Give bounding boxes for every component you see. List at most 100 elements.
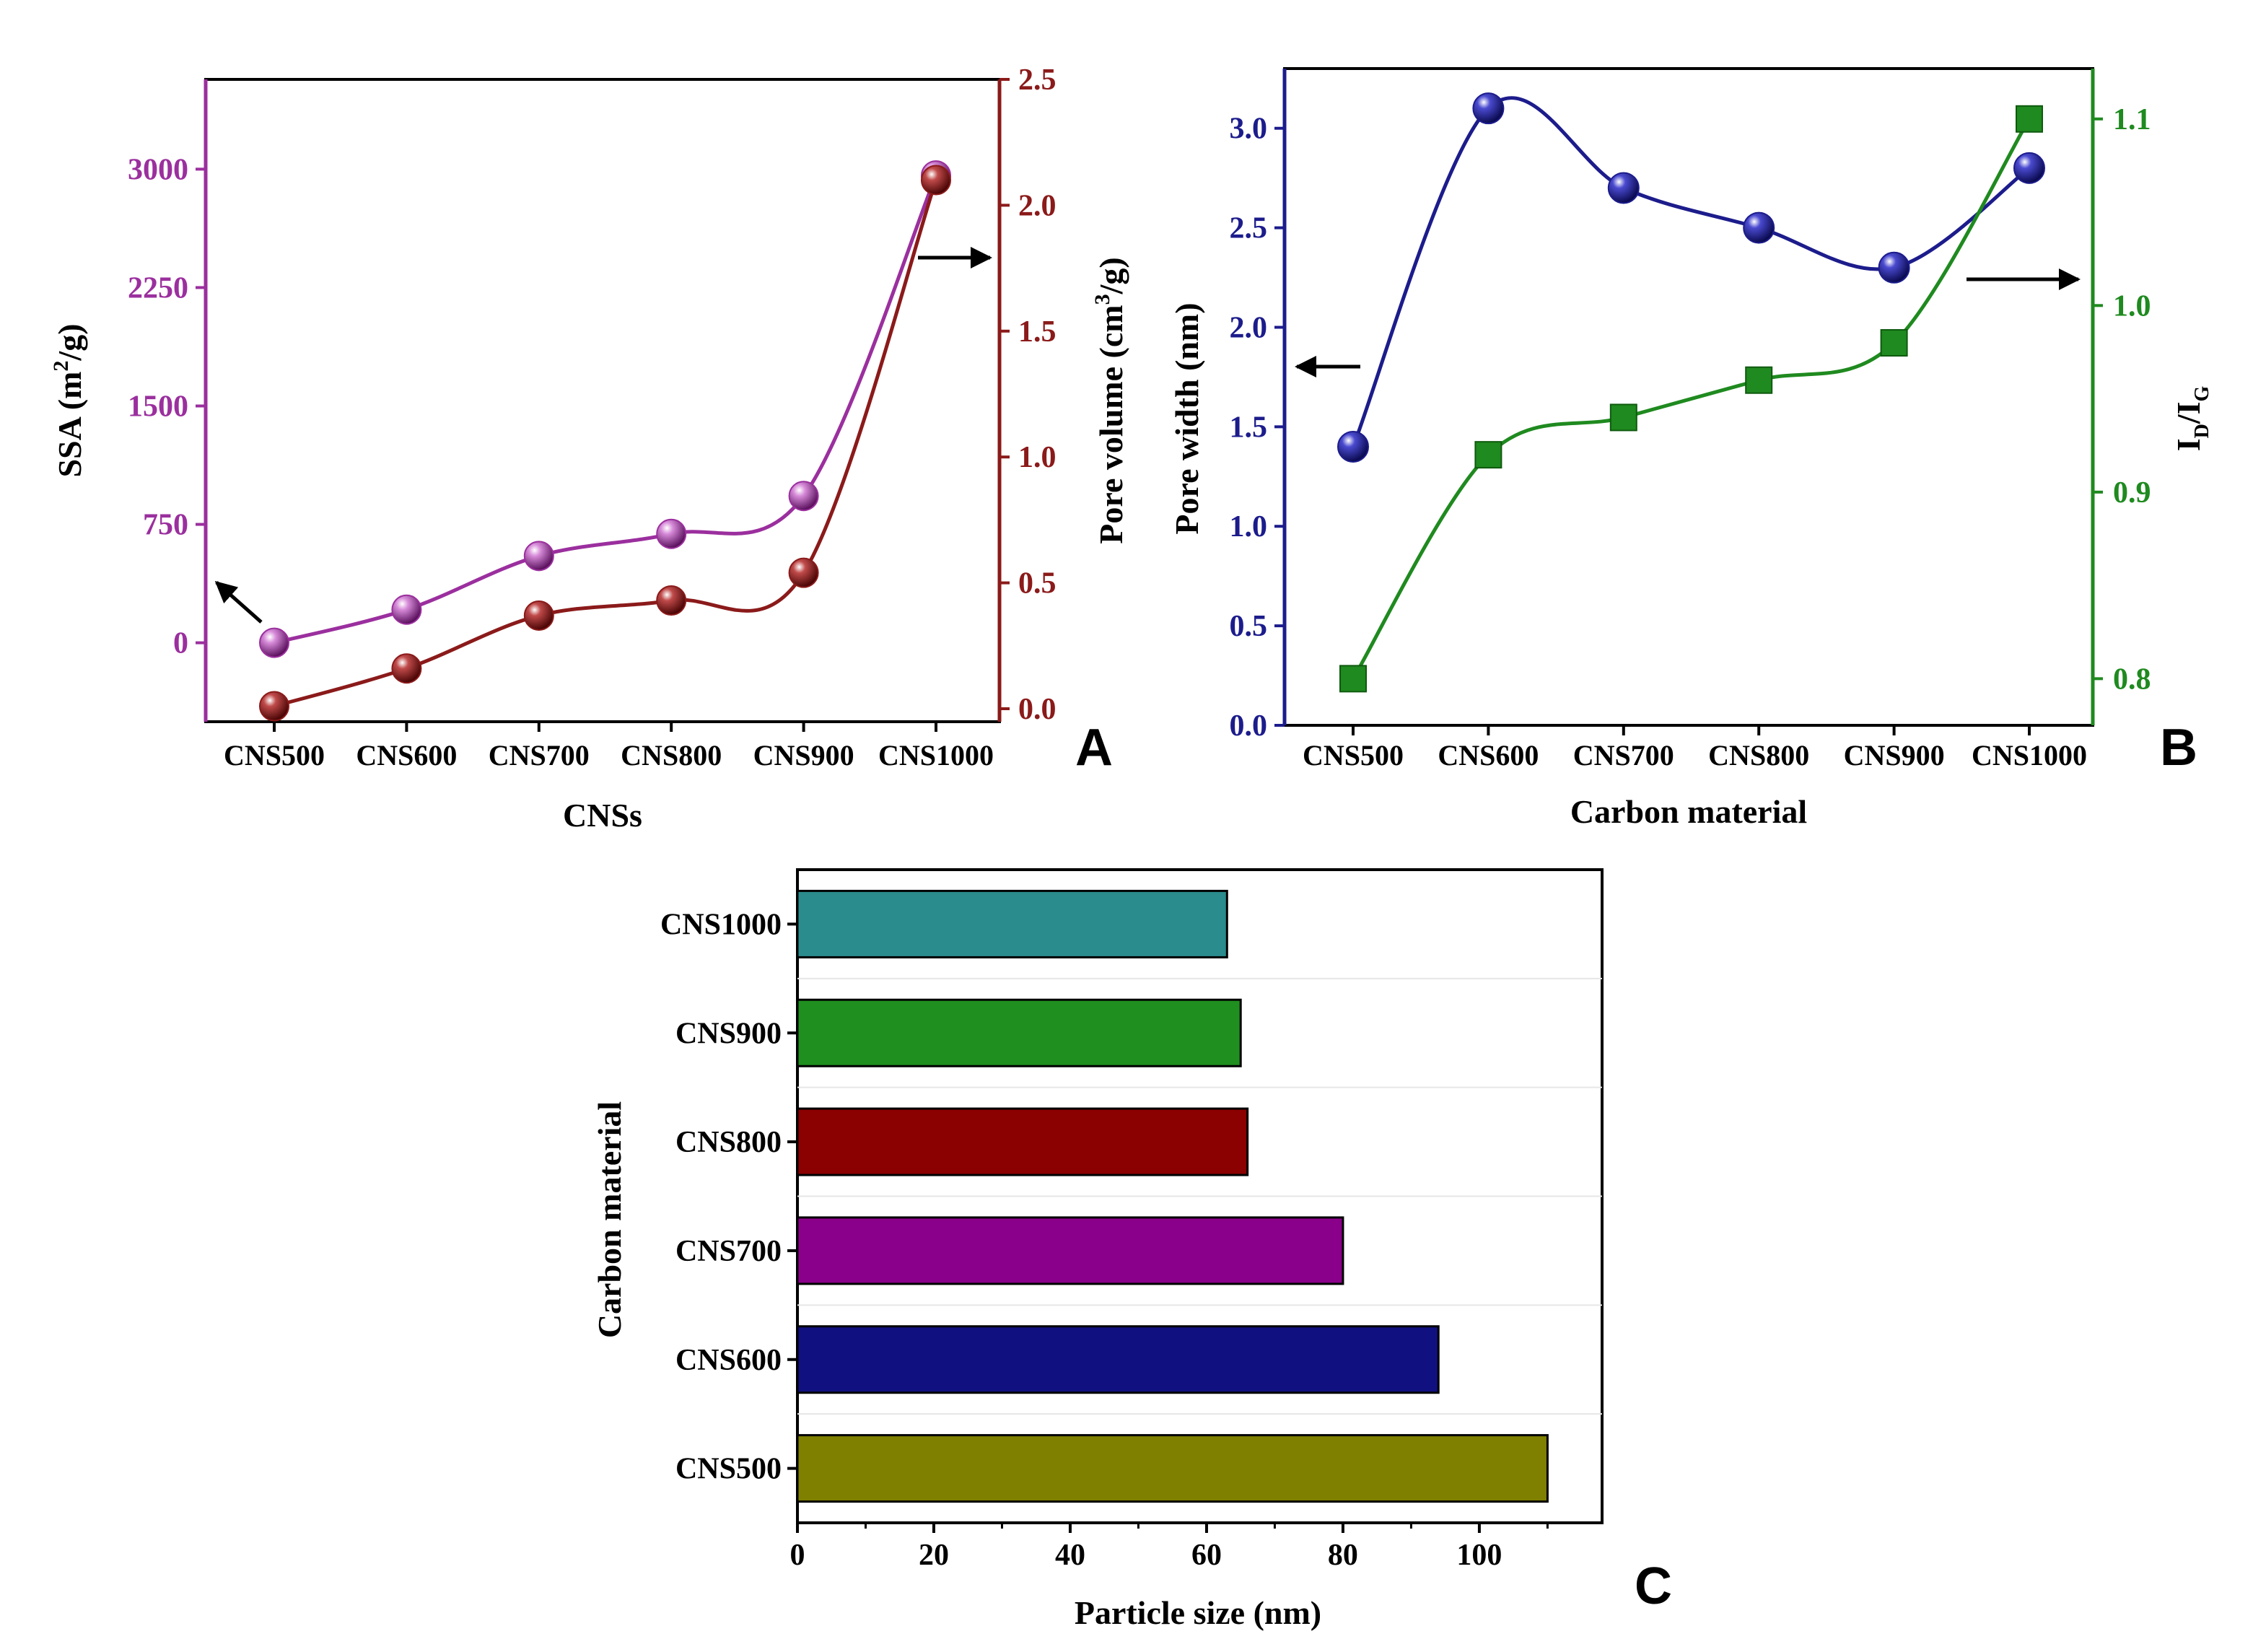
panel-a-right-y-ticks: 0.0 0.5 1.0 1.5 2.0 2.5: [999, 64, 1057, 726]
panel-a-data-point: [259, 627, 289, 658]
panel-c-letter: C: [1635, 1557, 1672, 1615]
panel-b-plot-frame: [1283, 67, 2094, 727]
panel-a-left-y-axis-label: SSA (m2/g): [49, 323, 88, 477]
panel-b-series-line: [1351, 118, 2031, 680]
panel-a-x-tick-label: CNS900: [753, 739, 854, 772]
panel-b-data-point: [1609, 403, 1637, 432]
panel-b-left-tick-label: 2.0: [1230, 311, 1268, 344]
panel-a-data-point: [391, 653, 422, 684]
panel-a-right-tick-label: 0.5: [1018, 567, 1057, 600]
panel-b-x-tick-label: CNS600: [1438, 739, 1539, 772]
panel-b-data-point: [1337, 430, 1369, 463]
panel-a-series-line: [274, 175, 938, 645]
panel-b-data-point: [1472, 92, 1505, 125]
panel-b-left-tick-label: 0.5: [1230, 610, 1268, 643]
panel-a: 0 750 1500 2250 3000 0.0 0.5 1.0 1.5 2.0 2.5 CNS5…: [49, 64, 1129, 834]
panel-b-x-tick-label: CNS700: [1573, 739, 1674, 772]
panel-b-right-y-ticks: 0.8 0.9 1.0 1.1: [2093, 103, 2151, 696]
panel-a-right-tick-label: 2.5: [1018, 64, 1057, 97]
panel-a-right-tick-label: 1.5: [1018, 315, 1057, 349]
panel-a-x-tick-label: CNS1000: [878, 739, 994, 772]
panel-a-left-tick-label: 750: [143, 509, 188, 542]
panel-a-x-tick-label: CNS500: [224, 739, 325, 772]
panel-c-x-tick-label: 0: [790, 1539, 805, 1572]
panel-b-series: [1337, 92, 2045, 693]
panel-b-x-tick-label: CNS1000: [1972, 739, 2087, 772]
panel-c-x-ticks: 0 20 40 60 80 100: [790, 1523, 1549, 1572]
panel-b-x-tick-label: CNS900: [1844, 739, 1945, 772]
panel-a-x-tick-label: CNS600: [356, 739, 457, 772]
panel-b-data-point: [1474, 441, 1502, 469]
panel-c-y-tick-label: CNS900: [675, 1017, 782, 1050]
panel-b-series-line: [1351, 96, 2031, 447]
panel-b-x-tick-label: CNS800: [1708, 739, 1809, 772]
panel-a-left-tick-label: 1500: [128, 390, 188, 424]
panel-c-bar: [796, 998, 1242, 1067]
panel-b-data-point: [2016, 105, 2043, 133]
panel-c-x-tick-label: 40: [1055, 1539, 1085, 1572]
panel-a-x-axis-label: CNSs: [563, 797, 642, 834]
panel-c-bar: [796, 1434, 1549, 1503]
panel-b-right-tick-label: 0.9: [2113, 476, 2151, 510]
panel-a-data-point: [523, 541, 554, 572]
panel-b-left-tick-label: 0.0: [1230, 709, 1268, 743]
panel-b-data-point: [2013, 152, 2045, 184]
panel-b-data-point: [1745, 366, 1773, 394]
panel-a-left-y-ticks: 0 750 1500 2250 3000: [128, 153, 206, 660]
panel-b-left-tick-label: 1.0: [1230, 510, 1268, 543]
panel-c-y-tick-label: CNS700: [675, 1235, 782, 1268]
panel-a-x-tick-label: CNS700: [489, 739, 590, 772]
panel-c-x-tick-label: 80: [1328, 1539, 1358, 1572]
panel-a-data-point: [788, 481, 819, 512]
panel-a-data-point: [921, 165, 951, 196]
panel-a-right-tick-label: 2.0: [1018, 189, 1057, 222]
panel-a-plot-frame: [204, 78, 1001, 723]
panel-b-right-tick-label: 1.0: [2113, 289, 2151, 323]
panel-c-x-tick-label: 100: [1456, 1539, 1502, 1572]
panel-a-right-tick-label: 1.0: [1018, 441, 1057, 474]
panel-a-data-point: [656, 518, 687, 549]
panel-a-data-point: [391, 594, 422, 625]
panel-b-right-y-axis-label: ID/IG: [2170, 385, 2213, 451]
panel-c-y-tick-label: CNS600: [675, 1344, 782, 1377]
panel-c-y-tick-label: CNS800: [675, 1126, 782, 1159]
panel-b-right-tick-label: 1.1: [2113, 103, 2151, 136]
panel-b-left-tick-label: 1.5: [1230, 411, 1268, 444]
panel-a-left-tick-label: 3000: [128, 153, 188, 186]
panel-a-series: [259, 160, 951, 722]
panel-b-data-point: [1878, 251, 1910, 284]
panel-a-data-point: [788, 557, 819, 588]
panel-c-bar: [796, 1216, 1344, 1285]
panel-a-series-line: [274, 179, 938, 708]
panel-c-bar: [796, 1107, 1249, 1176]
panel-a-x-tick-label: CNS800: [621, 739, 722, 772]
panel-b-data-point: [1880, 329, 1908, 357]
panel-c: CNS1000 CNS900 CNS800 CNS700 CNS600 CNS500 0 2…: [591, 868, 1672, 1631]
panel-b-x-axis-label: Carbon material: [1570, 793, 1807, 830]
panel-a-right-y-axis-label: Pore volume (cm3/g): [1090, 257, 1129, 543]
panel-a-letter: A: [1075, 719, 1113, 777]
panel-a-left-axis-arrow: [214, 581, 263, 624]
panel-c-bar: [796, 889, 1228, 958]
panel-c-x-tick-label: 60: [1191, 1539, 1222, 1572]
panel-c-y-axis-label: Carbon material: [591, 1101, 628, 1338]
panel-c-y-tick-label: CNS1000: [660, 908, 782, 941]
panel-b-data-point: [1607, 172, 1640, 204]
panel-b-data-point: [1743, 211, 1775, 244]
panel-a-left-tick-label: 2250: [128, 271, 188, 305]
panel-a-data-point: [523, 600, 554, 631]
panel-b-left-y-ticks: 0.0 0.5 1.0 1.5 2.0 2.5 3.0: [1230, 113, 1285, 743]
panel-b-right-tick-label: 0.8: [2113, 663, 2151, 696]
panel-a-data-point: [259, 691, 289, 722]
panel-b-left-tick-label: 2.5: [1230, 212, 1268, 245]
panel-b-letter: B: [2160, 719, 2197, 777]
panel-a-data-point: [656, 585, 687, 616]
panel-b-x-ticks: CNS500 CNS600 CNS700 CNS800 CNS900 CNS1000: [1303, 725, 2087, 772]
panel-b-x-tick-label: CNS500: [1303, 739, 1404, 772]
panel-c-grid: [797, 977, 1602, 1415]
panel-c-bars: [796, 889, 1549, 1503]
panel-c-y-ticks: CNS1000 CNS900 CNS800 CNS700 CNS600 CNS500: [660, 908, 797, 1486]
panel-c-bar: [796, 1325, 1440, 1394]
panel-a-left-tick-label: 0: [173, 627, 188, 660]
